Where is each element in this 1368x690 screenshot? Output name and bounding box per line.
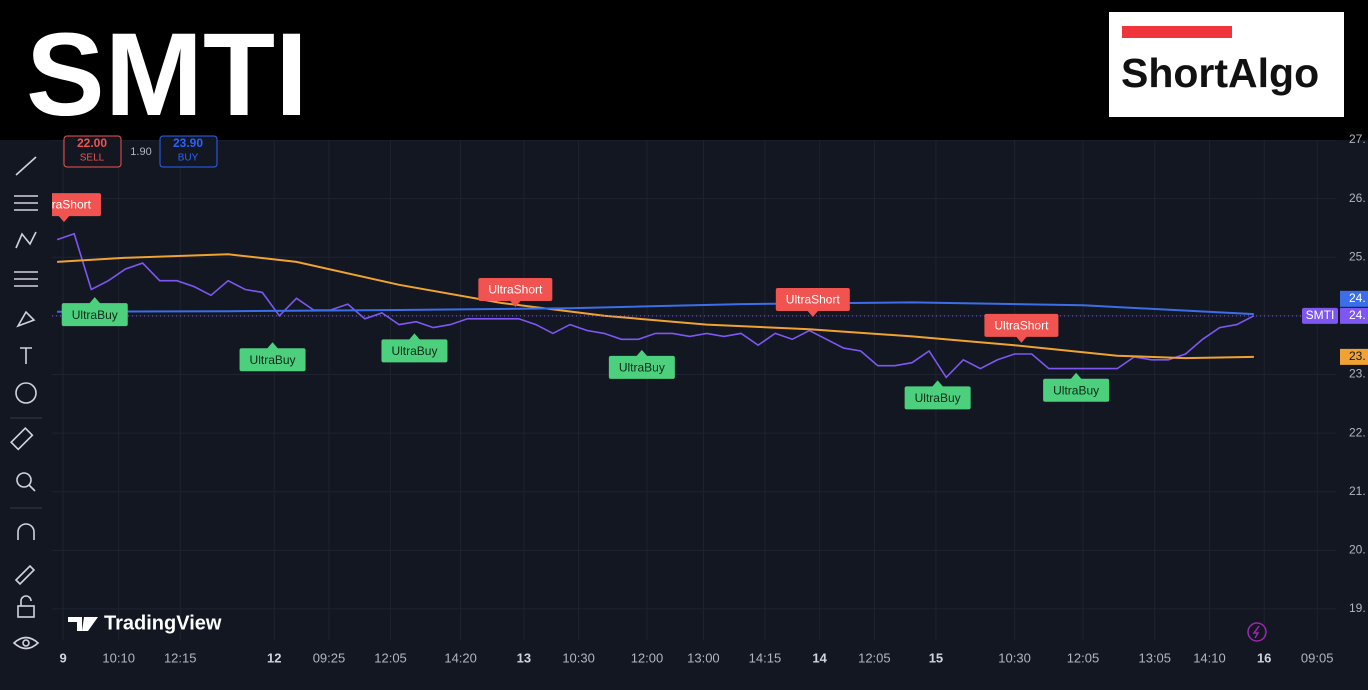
watermark-logo [68, 617, 98, 631]
y-tick-label: 22. [1349, 425, 1366, 439]
toolbar-icons [10, 156, 42, 650]
watermark: TradingView [104, 612, 222, 634]
x-tick-label: 13:00 [687, 650, 720, 665]
x-tick-label: 13:05 [1138, 650, 1171, 665]
spread: 1.90 [130, 146, 151, 158]
logo-bar [1122, 26, 1232, 38]
price-line [56, 232, 1255, 379]
logo-text: ShortAlgo [1121, 50, 1319, 96]
x-tick-label: 12:15 [164, 650, 197, 665]
x-tick-label: 12:00 [631, 650, 664, 665]
buy-button[interactable] [159, 135, 218, 168]
x-tick-label: 12:05 [858, 650, 891, 665]
signal-arrow [1070, 372, 1083, 380]
signal-label: UltraShort [488, 283, 543, 297]
x-tick-label: 12 [267, 650, 281, 665]
signal-box [239, 348, 306, 372]
x-tick-label: 9 [59, 650, 66, 665]
signal-box [381, 339, 448, 363]
signal-label: UltraShort [786, 293, 841, 307]
x-tick-label: 09:05 [1301, 650, 1334, 665]
x-tick-label: 09:25 [313, 650, 346, 665]
signal-box [478, 278, 553, 302]
chart-bg [0, 140, 1368, 690]
symbol-tag-label: SMTI [1306, 308, 1335, 322]
y-tick-label: 26. [1349, 191, 1366, 205]
signal-arrow [57, 215, 70, 223]
ticker-title: SMTI [26, 9, 308, 141]
y-tick-label: 27. [1349, 132, 1366, 146]
signal-label: UltraBuy [391, 344, 437, 358]
signal-box [904, 386, 971, 410]
symbol-tag [1302, 307, 1338, 324]
signal-label: UltraBuy [72, 308, 118, 322]
sell-price: 22.00 [77, 136, 107, 150]
x-tick-label: 10:10 [102, 650, 135, 665]
x-tick-label: 13 [517, 650, 531, 665]
last-value-badge [1340, 290, 1368, 307]
signal-box [1043, 378, 1110, 402]
x-tick-label: 12:05 [1067, 650, 1100, 665]
sell-label: SELL [80, 153, 105, 164]
signal-arrow [408, 333, 421, 341]
last-value-label: 24. [1349, 291, 1366, 305]
y-tick-label: 23. [1349, 367, 1366, 381]
signal-arrow [88, 297, 101, 305]
x-tick-label: 15 [929, 650, 943, 665]
x-tick-label: 14:10 [1193, 650, 1226, 665]
signal-arrow [931, 380, 944, 388]
sell-button[interactable] [63, 135, 122, 168]
buy-price: 23.90 [173, 136, 203, 150]
x-tick-label: 14 [812, 650, 827, 665]
signal-box [984, 313, 1059, 337]
alert-bolt [1252, 625, 1260, 639]
y-tick-label: 25. [1349, 249, 1366, 263]
last-value-badge [1340, 307, 1368, 324]
signal-label: UltraShort [994, 318, 1049, 332]
signal-arrow [509, 300, 522, 308]
plot: UltraShort UltraBuy UltraBuy UltraBuy UltraS… [37, 140, 1336, 640]
x-tick-label: 10:30 [562, 650, 595, 665]
x-tick-label: 12:05 [374, 650, 407, 665]
signal-label: UltraBuy [619, 361, 665, 375]
y-tick-label: 21. [1349, 484, 1366, 498]
signal-label: UltraBuy [1053, 383, 1099, 397]
last-value-label: 23. [1349, 349, 1366, 363]
signal-arrow [266, 342, 279, 350]
x-tick-label: 16 [1257, 650, 1271, 665]
price-line [57, 253, 1254, 360]
price-line [57, 301, 1254, 316]
x-tick-label: 14:15 [749, 650, 782, 665]
alert-icon[interactable] [1247, 622, 1267, 642]
y-tick-label: 20. [1349, 542, 1366, 556]
signal-box [61, 303, 128, 327]
x-tick-label: 14:20 [444, 650, 477, 665]
buy-label: BUY [178, 153, 199, 164]
last-value-label: 24. [1349, 308, 1366, 322]
signal-label: UltraShort [37, 198, 92, 212]
signal-label: UltraBuy [250, 353, 296, 367]
signal-box [52, 193, 101, 217]
y-tick-label: 19. [1349, 601, 1366, 615]
signal-box [608, 355, 675, 379]
x-tick-label: 10:30 [998, 650, 1031, 665]
last-value-badge [1340, 348, 1368, 365]
signal-label: UltraBuy [915, 391, 961, 405]
signal-arrow [806, 310, 819, 318]
signal-arrow [1015, 335, 1028, 343]
signal-box [775, 288, 850, 312]
toolbar [0, 140, 52, 690]
signal-arrow [635, 349, 648, 357]
